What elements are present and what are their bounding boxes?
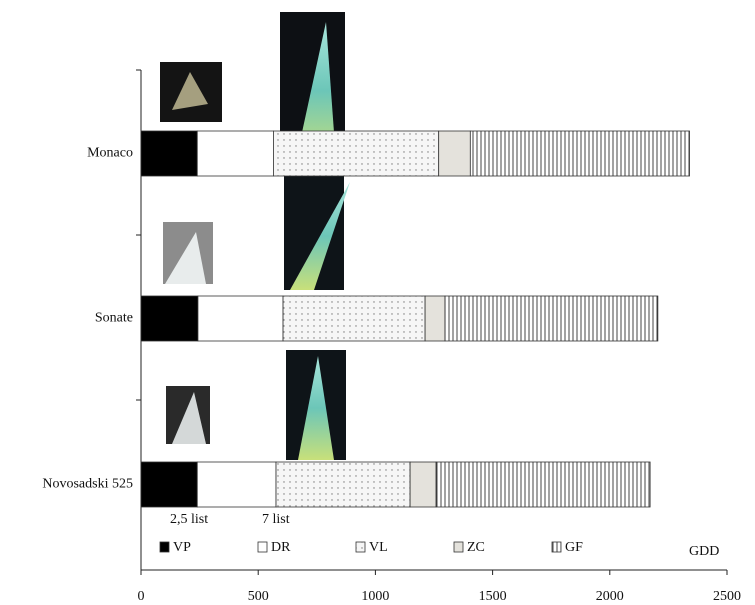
legend-swatch (160, 542, 169, 552)
bar-segment (273, 131, 438, 176)
legend-swatch (356, 542, 365, 552)
legend-swatch (258, 542, 267, 552)
legend-label: ZC (467, 540, 485, 555)
x-tick-label: 2000 (596, 589, 624, 604)
x-tick-label: 1500 (479, 589, 507, 604)
bar-segment (197, 131, 273, 176)
bar-segment (141, 462, 197, 507)
x-tick-label: 500 (248, 589, 269, 604)
bar-segment (445, 296, 658, 341)
bar-segment (276, 462, 410, 507)
x-tick-label: 0 (138, 589, 145, 604)
x-tick-label: 1000 (361, 589, 389, 604)
legend-label: DR (271, 540, 291, 555)
y-tick-label: Monaco (87, 146, 133, 161)
chart: GDD 2,5 list 7 list 0 500 1000 1500 2000 2500… (0, 0, 755, 605)
legend-label: VL (369, 540, 388, 555)
legend-swatch (454, 542, 463, 552)
x-axis-label: GDD (689, 544, 719, 559)
y-tick-label: Sonate (95, 311, 133, 326)
bar-segment (197, 462, 276, 507)
legend-swatch (552, 542, 561, 552)
annotation: 7 list (262, 512, 290, 527)
x-tick-label: 2500 (713, 589, 741, 604)
bar-segment (470, 131, 689, 176)
annotation: 2,5 list (170, 512, 208, 527)
y-tick-label: Novosadski 525 (42, 477, 133, 492)
bar-segment (425, 296, 445, 341)
bar-segment (141, 296, 198, 341)
bar-segment (283, 296, 425, 341)
bar-segment (141, 131, 197, 176)
bar-segment (436, 462, 650, 507)
bar-segment (198, 296, 283, 341)
bar-segment (410, 462, 436, 507)
photos (160, 12, 350, 460)
bar-segment (439, 131, 471, 176)
legend-label: VP (173, 540, 191, 555)
legend-label: GF (565, 540, 583, 555)
